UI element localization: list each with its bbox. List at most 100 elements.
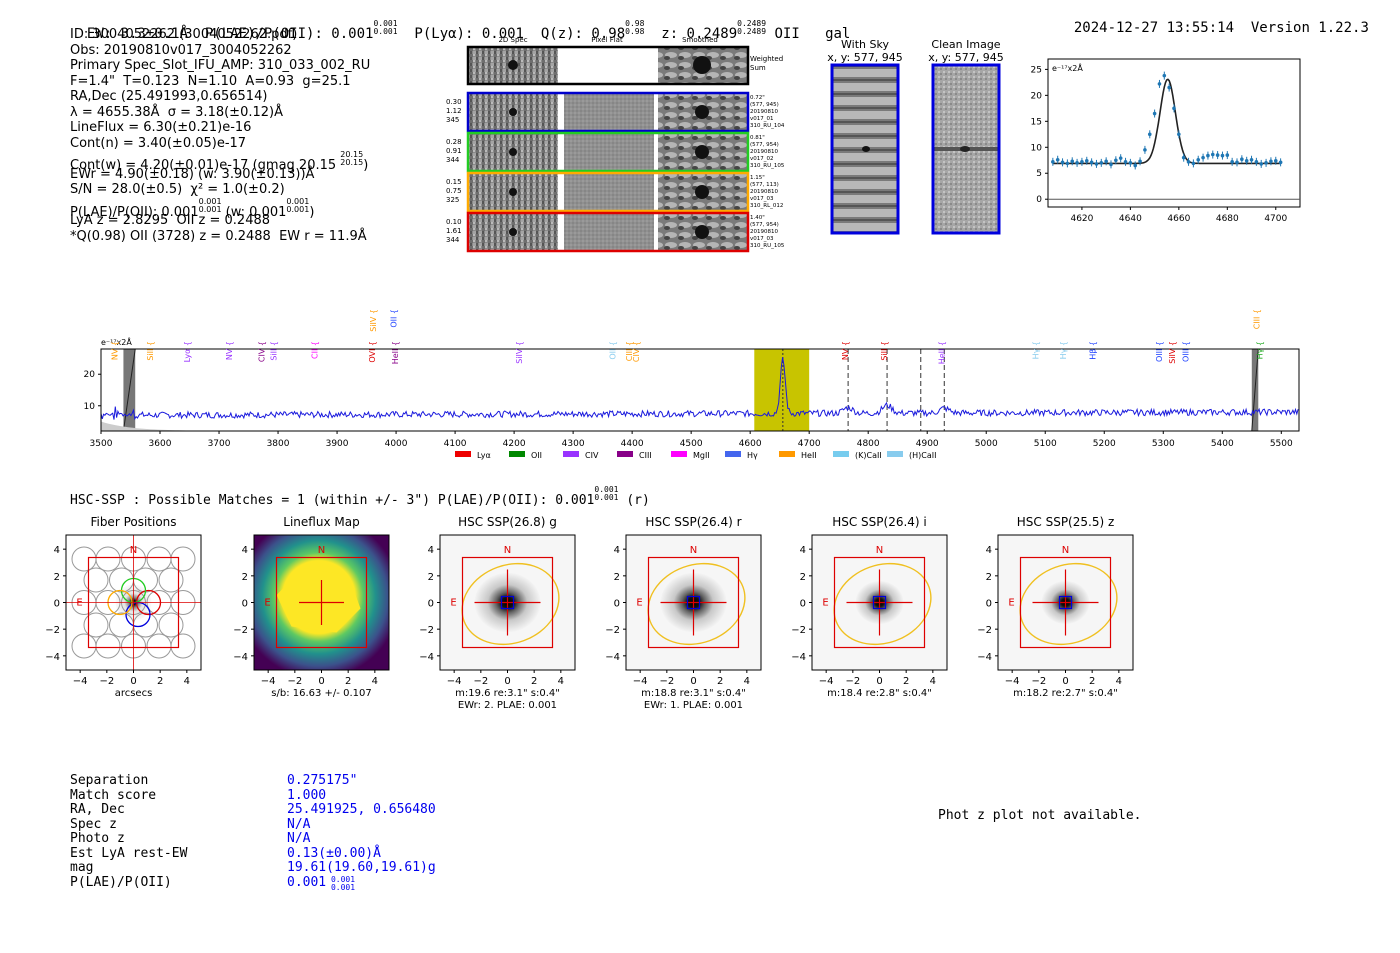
photz-message: Phot z plot not available. — [938, 808, 1142, 823]
zoom-y-tick-label: 5 — [1036, 169, 1042, 179]
zoom-data-point — [1196, 157, 1201, 162]
hsc-y-tick-label: −2 — [791, 625, 806, 636]
zoom-data-point — [1089, 160, 1094, 165]
zoom-data-point — [1210, 152, 1215, 157]
cutout-row-right-label: 1.15" — [750, 175, 765, 181]
hsc-panel-caption: s/b: 16.63 +/- 0.107 — [271, 688, 371, 699]
legend-swatch — [455, 451, 471, 457]
hsc-y-tick-label: −4 — [419, 652, 434, 663]
timestamp: 2024-12-27 13:55:14 — [1073, 20, 1235, 36]
north-label: N — [690, 545, 697, 556]
legend-swatch — [887, 451, 903, 457]
spectrum-x-tick-label: 3900 — [326, 439, 349, 449]
east-label: E — [76, 598, 82, 609]
legend-label: OII — [531, 451, 542, 460]
zoom-data-point — [1147, 132, 1152, 137]
hsc-x-tick-label: 0 — [130, 676, 136, 687]
cutout-row-right-label: 20190810 — [750, 189, 778, 195]
hsc-image-panels: Fiber Positions N E 4 −4 2 −2 0 0 −2 2 −4 4 arcsecs Li… — [45, 515, 1134, 711]
hsc-y-tick-label: 4 — [800, 545, 806, 556]
match-key: Match score — [70, 787, 157, 803]
spectrum-x-tick-label: 4100 — [444, 439, 467, 449]
legend-swatch — [563, 451, 579, 457]
cutout-row-left-label: 325 — [446, 196, 459, 204]
match-value: 1.000 — [287, 787, 327, 803]
spectral-line-label: HeII { — [391, 341, 400, 364]
zoom-data-point — [1133, 163, 1138, 168]
zoom-x-tick-label: 4620 — [1070, 214, 1093, 224]
search-box — [647, 556, 740, 649]
header-ew: EW: 3.3±0.1Å — [86, 26, 189, 42]
hsc-x-tick-label: 0 — [690, 676, 696, 687]
match-key: Photo z — [70, 831, 125, 846]
cutout-row-right-label: (577, 954) — [750, 142, 779, 148]
match-row: Spec z N/A — [70, 817, 436, 833]
match-row: P(LAE)/P(OII) 0.001 0.001 0.001 — [70, 874, 356, 892]
cutout-row-left-label: 344 — [446, 156, 460, 164]
hsc-x-tick-label: −4 — [447, 676, 462, 687]
hsc-panel-caption: EWr: 1. PLAE: 0.001 — [644, 700, 743, 711]
weighted-sum-label: Weighted — [750, 55, 783, 63]
north-label: N — [1062, 545, 1069, 556]
search-box — [1019, 556, 1112, 649]
hsc-x-tick-label: 4 — [184, 676, 190, 687]
spectral-line-label: SiII { — [880, 341, 889, 361]
zoom-data-point — [1206, 153, 1210, 158]
zoom-x-tick-label: 4700 — [1264, 214, 1287, 224]
legend-swatch — [779, 451, 795, 457]
fiber-cutouts: 2D Spec Pixel Flat Smoothed Weighted Sum… — [446, 36, 785, 253]
header-summary: EW: 3.3±0.1Å P(LAE)/P(OII): 0.001 0.001 0.… — [86, 19, 851, 43]
spectrum-ylabel: e⁻¹⁷x2Å — [101, 336, 132, 347]
cutout-row-left-label: 0.15 — [446, 178, 462, 186]
cutout-row-right-label: (577, 113) — [750, 182, 779, 188]
hsc-panel-caption: m:18.8 re:3.1" s:0.4" — [641, 688, 746, 699]
zoom-data-point — [1109, 162, 1113, 167]
hsc-x-tick-label: 2 — [717, 676, 723, 687]
hsc-y-tick-label: −4 — [45, 652, 60, 663]
hsc-x-tick-label: −4 — [819, 676, 834, 687]
hsc-panel-caption: EWr: 2. PLAE: 0.001 — [458, 700, 557, 711]
zoom-data-point — [1181, 155, 1186, 160]
hsc-y-tick-label: 4 — [614, 545, 620, 556]
hsc-y-tick-label: 2 — [242, 572, 248, 583]
legend-swatch — [725, 451, 741, 457]
aperture-ellipse — [647, 562, 746, 646]
zoom-data-point — [1143, 148, 1147, 152]
north-label: N — [318, 545, 325, 556]
hsc-y-tick-label: −2 — [977, 625, 992, 636]
spectrum-x-tick-label: 5000 — [975, 439, 998, 449]
header-plae: P(LAE)/P(OII): 0.001 — [204, 26, 374, 42]
east-label: E — [264, 598, 270, 609]
cutout-row-left-label: 0.28 — [446, 138, 462, 146]
spectrum-x-tick-label: 5400 — [1211, 439, 1234, 449]
zoom-data-point — [1128, 161, 1133, 165]
zoom-data-point — [1080, 160, 1084, 164]
match-value: 19.61(19.60,19.61)g — [287, 860, 436, 875]
prop-lineflux: LineFlux = 6.30(±0.21)e-16 — [70, 120, 252, 135]
legend-label: Lyα — [477, 451, 491, 460]
spectrum-y-tick-label: 20 — [84, 370, 96, 380]
hsc-y-tick-label: 0 — [614, 599, 620, 610]
fiber-circle — [83, 567, 109, 593]
spectrum-x-tick-label: 3600 — [149, 439, 172, 449]
zoom-data-point — [1051, 160, 1055, 164]
search-box — [275, 556, 368, 649]
zoom-data-point — [1244, 158, 1249, 163]
zoom-data-point — [1254, 160, 1259, 164]
hsc-y-tick-label: −4 — [605, 652, 620, 663]
hsc-x-tick-label: −4 — [1005, 676, 1020, 687]
hsc-x-tick-label: 0 — [876, 676, 882, 687]
zoom-data-point — [1084, 158, 1089, 163]
hsc-y-tick-label: 4 — [986, 545, 992, 556]
spectral-line-label: Hγ { — [1032, 341, 1041, 359]
zoom-fit-curve — [1052, 78, 1281, 165]
hsc-x-tick-label: −4 — [633, 676, 648, 687]
zoom-data-point — [1157, 82, 1162, 86]
line-fit-chart: 0 5 10 15 20 25 4620 4640 4660 4680 4700 e⁻¹⁷x2Å — [1031, 58, 1301, 224]
match-row: Est LyA rest-EW 0.13(±0.00)Å — [70, 846, 436, 862]
match-value: N/A — [287, 831, 311, 846]
spectrum-x-tick-label: 4500 — [680, 439, 703, 449]
